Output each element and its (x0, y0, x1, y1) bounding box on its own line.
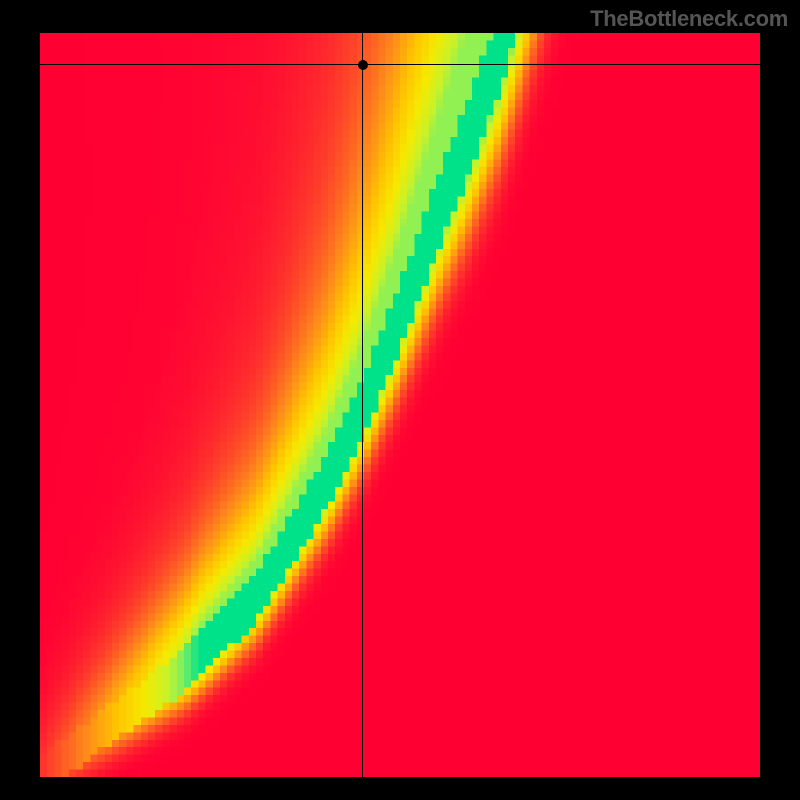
crosshair-horizontal (40, 64, 760, 65)
bottleneck-heatmap (40, 33, 760, 777)
watermark-text: TheBottleneck.com (590, 6, 788, 32)
crosshair-point (358, 60, 368, 70)
crosshair-vertical (362, 33, 363, 777)
chart-container: TheBottleneck.com (0, 0, 800, 800)
